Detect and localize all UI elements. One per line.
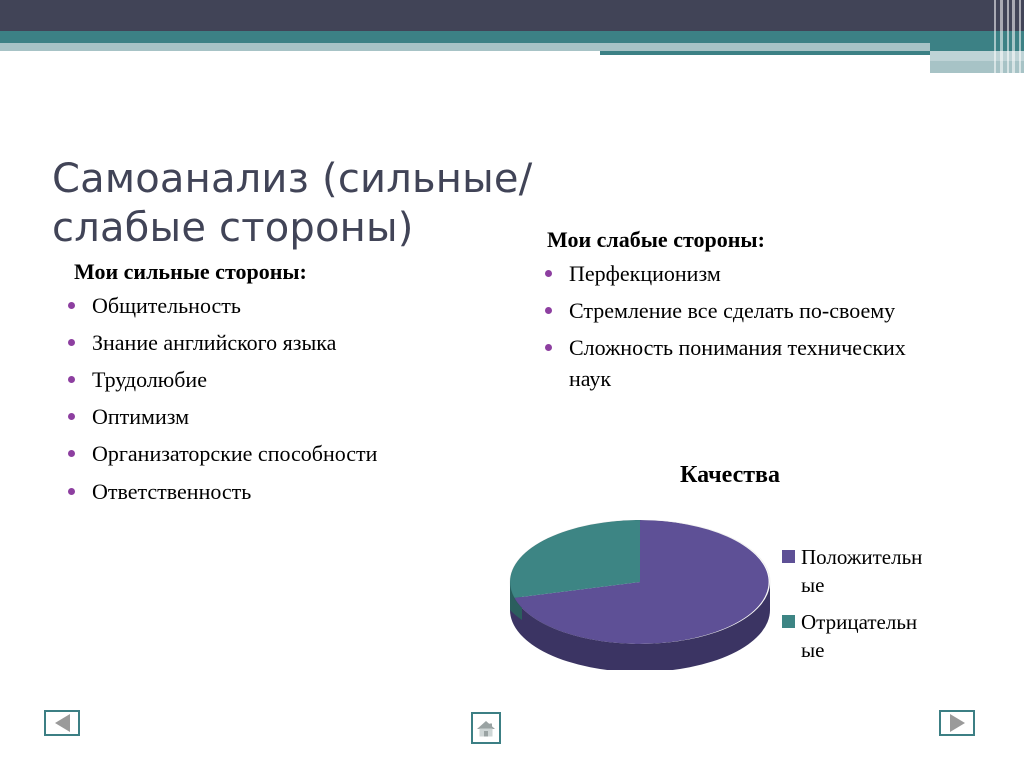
- list-item: Ответственность: [60, 476, 500, 507]
- legend-item-positive: Положительные: [782, 544, 982, 599]
- bullet-dot-icon: [68, 301, 75, 309]
- bullet-dot-icon: [68, 450, 75, 458]
- header-band-gap: [600, 64, 930, 68]
- list-item: Организаторские способности: [60, 438, 500, 469]
- list-item: Оптимизм: [60, 401, 500, 432]
- list-item: Стремление все сделать по-своему: [537, 295, 937, 326]
- bullet-dot-icon: [545, 343, 552, 351]
- header-band-navy: [0, 0, 1024, 31]
- pie-chart-graphic: [500, 519, 780, 672]
- list-item: Знание английского языка: [60, 327, 500, 358]
- pie-outline: [509, 519, 771, 645]
- header-stripe: [994, 0, 996, 73]
- next-slide-button[interactable]: [939, 710, 975, 736]
- header-stripe: [1000, 0, 1003, 73]
- header-stripe: [1012, 0, 1015, 73]
- list-item-label: Оптимизм: [92, 404, 190, 430]
- list-item-label: Знание английского языка: [92, 329, 337, 355]
- pie-chart-svg: [509, 519, 771, 672]
- header-band-teal: [0, 31, 1024, 43]
- header-band-pale-corner: [930, 51, 1024, 61]
- triangle-right-icon: [949, 714, 965, 732]
- header-stripe: [1019, 0, 1021, 73]
- home-button[interactable]: [471, 712, 501, 744]
- bullet-dot-icon: [545, 306, 552, 314]
- strengths-column: Мои сильные стороны: Общительность Знани…: [60, 258, 500, 513]
- pie-slice-negative: [510, 520, 640, 598]
- chart-title: Качества: [679, 462, 780, 488]
- list-item: Сложность понимания технических наук: [537, 332, 937, 394]
- weaknesses-column: Мои слабые стороны: Перфекционизм Стремл…: [537, 226, 937, 400]
- bullet-dot-icon: [68, 338, 75, 346]
- strengths-heading: Мои сильные стороны:: [74, 259, 307, 284]
- prev-slide-button[interactable]: [44, 710, 80, 736]
- header-stripe: [1007, 0, 1009, 73]
- weaknesses-list: Перфекционизм Стремление все сделать по-…: [537, 258, 937, 395]
- legend-label: Отрицательные: [801, 610, 918, 663]
- list-item: Перфекционизм: [537, 258, 937, 289]
- bullet-dot-icon: [68, 413, 75, 421]
- pie-depth-purple: [510, 582, 770, 672]
- header-band-pale-wide: [930, 57, 1024, 66]
- weaknesses-heading: Мои слабые стороны:: [547, 227, 765, 252]
- list-item: Трудолюбие: [60, 364, 500, 395]
- list-item: Общительность: [60, 290, 500, 321]
- bullet-dot-icon: [545, 269, 552, 277]
- header-band-white-rule: [600, 55, 1024, 57]
- header-band-pale-narrow: [930, 66, 1024, 73]
- legend-item-negative: Отрицательные: [782, 609, 982, 664]
- list-item-label: Стремление все сделать по-своему: [569, 297, 896, 323]
- bullet-dot-icon: [68, 487, 75, 495]
- list-item-label: Общительность: [92, 292, 241, 318]
- list-item-label: Перфекционизм: [569, 260, 721, 286]
- pie-slice-positive: [513, 520, 769, 644]
- chart-legend: Положительные Отрицательные: [782, 544, 982, 675]
- header-vertical-stripes: [990, 0, 1024, 73]
- bullet-dot-icon: [68, 375, 75, 383]
- qualities-chart: Качества Положительные: [490, 462, 990, 682]
- list-item-label: Сложность понимания технических наук: [569, 334, 906, 392]
- header-band-light-teal: [0, 43, 930, 51]
- list-item-label: Организаторские способности: [92, 441, 378, 467]
- list-item-label: Ответственность: [92, 478, 252, 504]
- triangle-left-icon: [54, 714, 70, 732]
- page-title: Самоанализ (сильные/слабые стороны): [52, 155, 533, 251]
- list-item-label: Трудолюбие: [92, 366, 207, 392]
- legend-swatch-icon: [782, 615, 795, 629]
- strengths-list: Общительность Знание английского языка Т…: [60, 290, 500, 507]
- legend-label: Положительные: [801, 545, 923, 597]
- legend-swatch-icon: [782, 550, 795, 563]
- home-icon: [477, 721, 495, 737]
